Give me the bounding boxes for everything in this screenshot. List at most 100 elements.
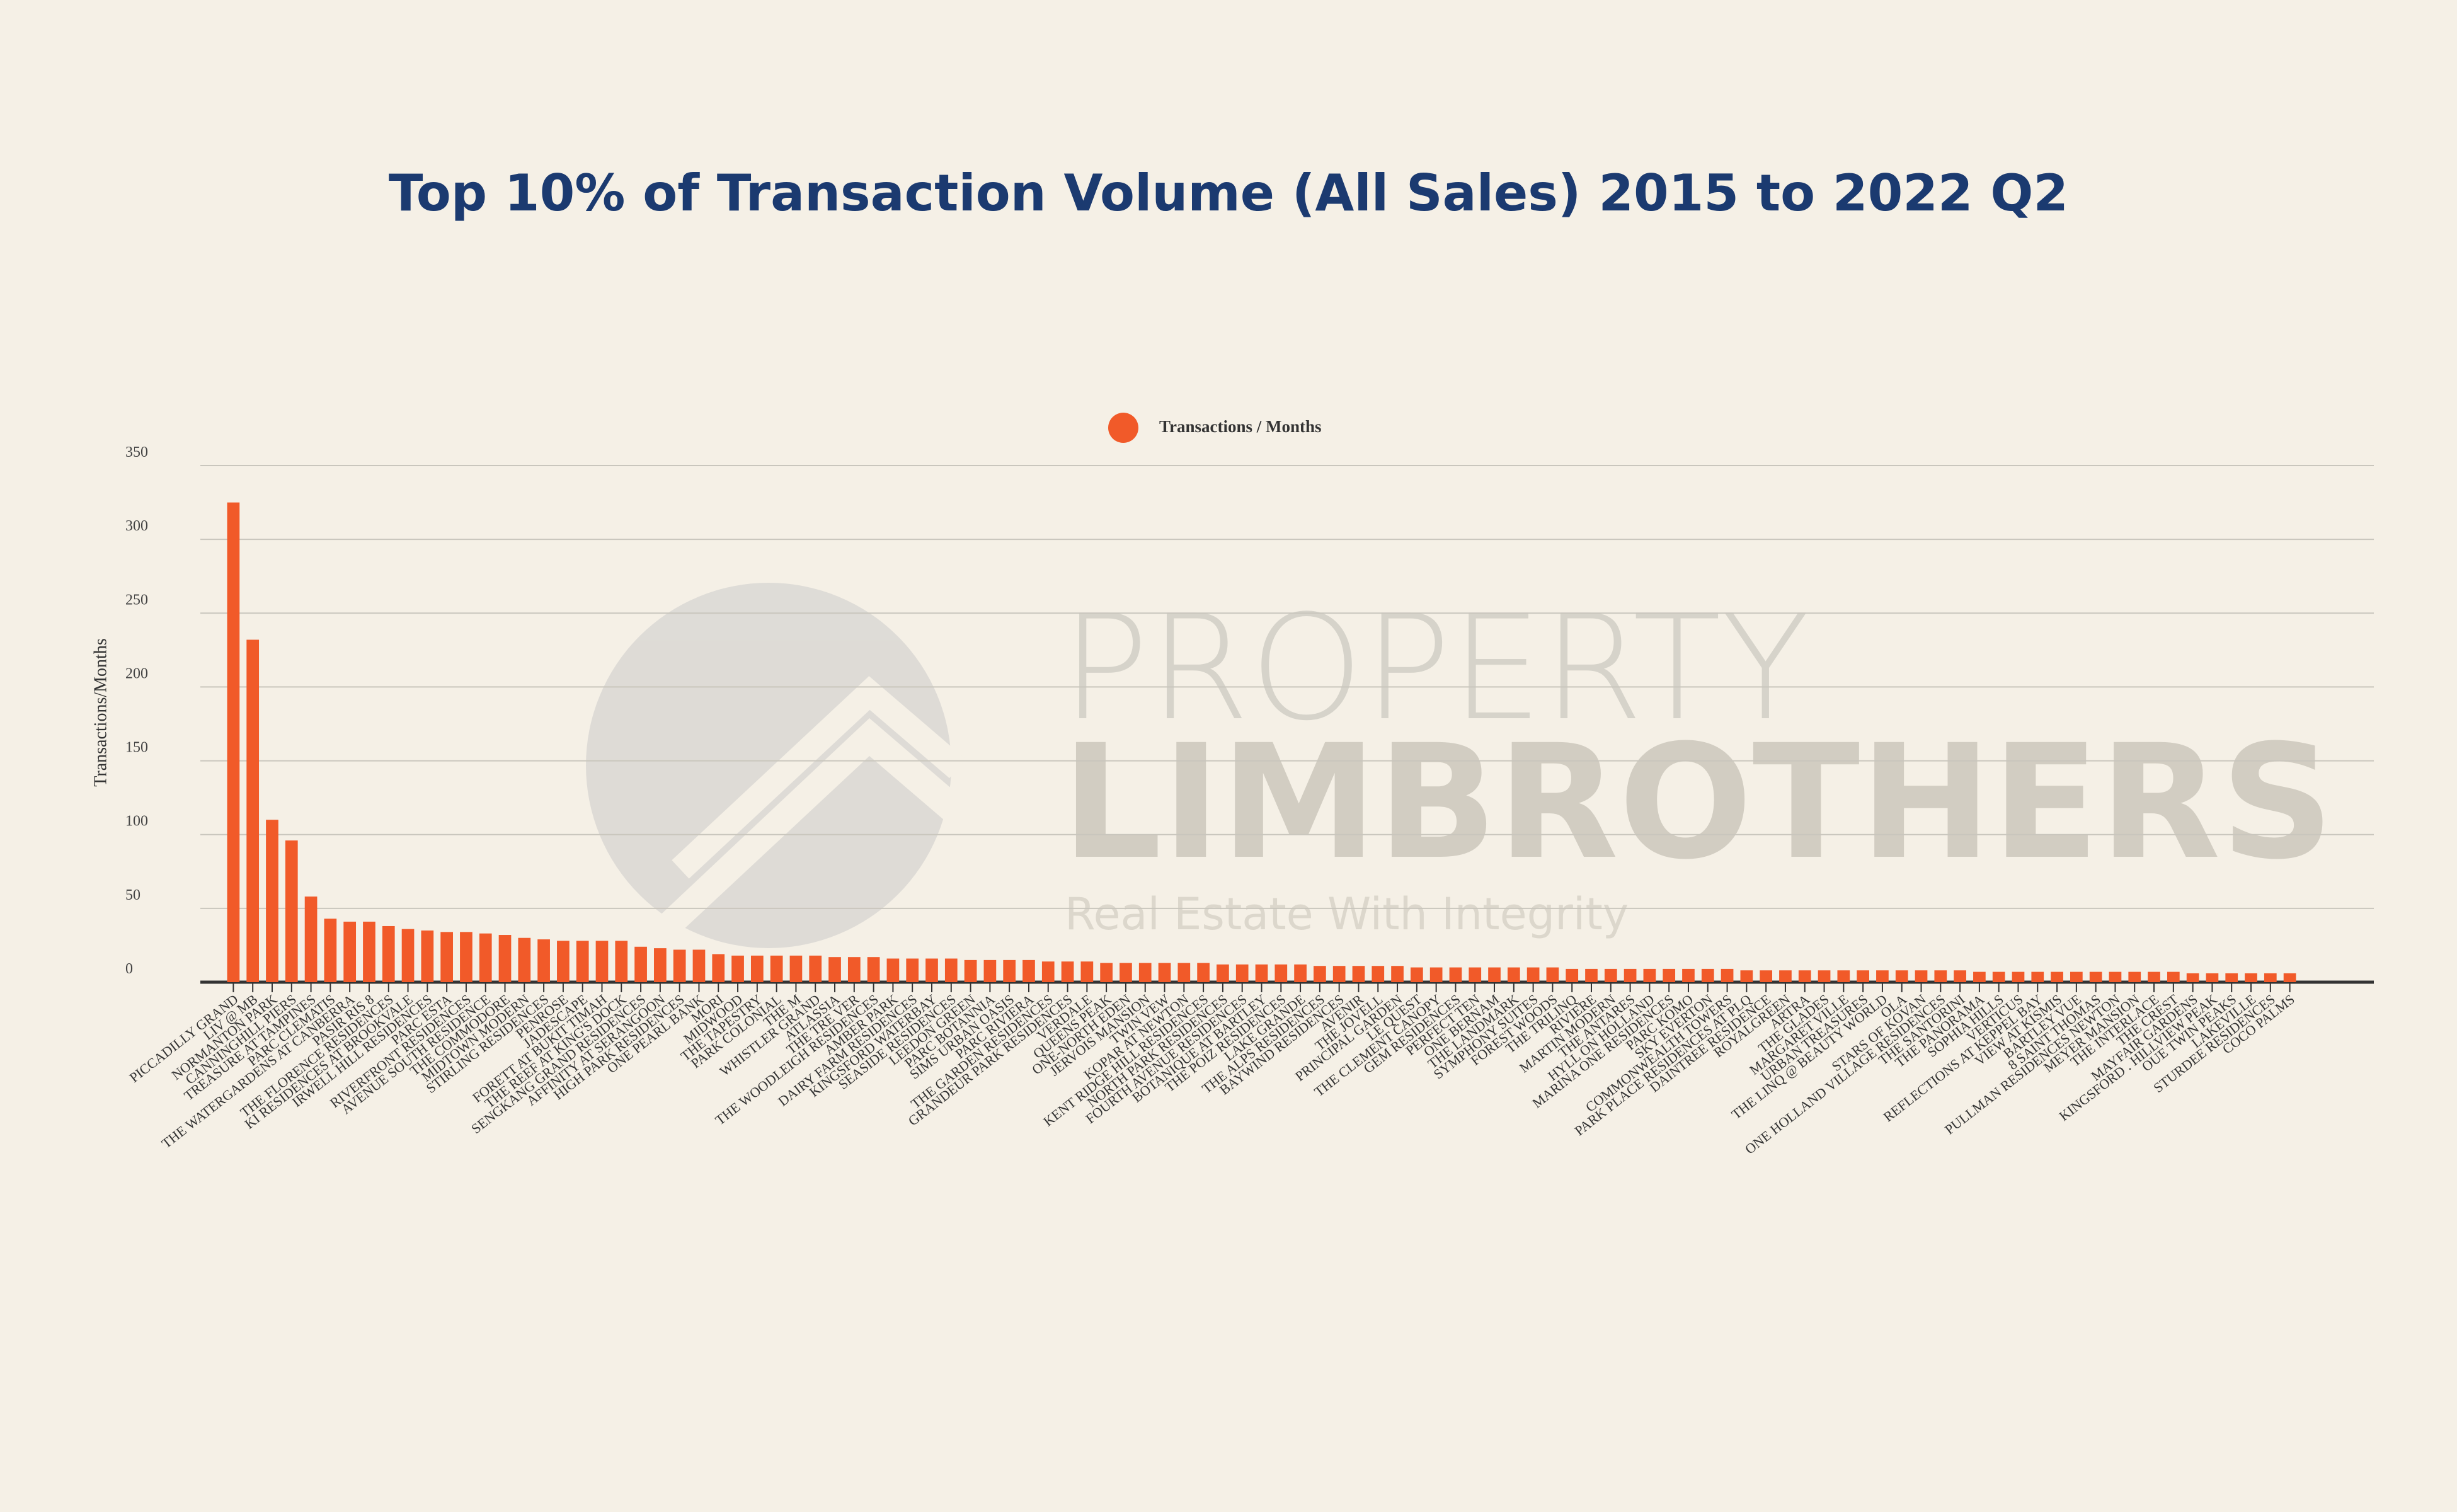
bar (1197, 963, 1210, 982)
bar (595, 941, 609, 982)
y-axis-title: Transactions/Months (91, 638, 110, 786)
bar (2070, 971, 2083, 982)
bar (1352, 966, 1365, 982)
bar (1041, 961, 1055, 982)
bar (304, 896, 318, 982)
bar (2031, 971, 2044, 982)
bar (1314, 966, 1326, 982)
bar (634, 946, 647, 982)
bar (1332, 966, 1346, 982)
bar (1120, 963, 1132, 982)
y-tick-label: 350 (125, 444, 148, 461)
bar (906, 958, 919, 982)
bar (1779, 970, 1792, 982)
bar (673, 949, 686, 982)
bar (343, 921, 357, 982)
bar (1973, 971, 1986, 982)
bar (1469, 967, 1482, 982)
watermark-tagline: Real Estate With Integrity (1065, 888, 1629, 940)
bar (692, 949, 706, 982)
bar (1526, 967, 1540, 982)
bar (1411, 967, 1423, 982)
bar (1682, 968, 1695, 982)
watermark: PROPERTY LIMBROTHERS Real Estate With In… (586, 583, 2334, 948)
bar (1934, 970, 1947, 982)
y-tick-label: 0 (125, 961, 133, 977)
bar (925, 958, 938, 982)
bar (615, 941, 628, 982)
bar (576, 941, 589, 982)
bar (382, 925, 395, 982)
bar (983, 959, 997, 982)
bar (2206, 973, 2219, 982)
bar (1837, 970, 1850, 982)
bar (324, 919, 337, 982)
bar (1003, 959, 1016, 982)
bar (2128, 971, 2141, 982)
bar (2089, 971, 2102, 982)
bar (731, 955, 744, 982)
y-tick-label: 300 (125, 518, 148, 534)
y-tick-label: 50 (125, 887, 140, 903)
bar (1643, 968, 1656, 982)
bar (1080, 961, 1094, 982)
bar (809, 955, 822, 982)
bar (712, 954, 725, 982)
bar (2148, 971, 2160, 982)
bar (1604, 968, 1617, 982)
bar (789, 955, 803, 982)
bar (886, 958, 900, 982)
bar (1760, 970, 1773, 982)
bar (518, 937, 531, 982)
legend-marker (1108, 413, 1138, 443)
bar (1624, 968, 1637, 982)
bar (1857, 970, 1869, 982)
bar (2264, 973, 2277, 982)
bar (1585, 968, 1598, 982)
y-tick-label: 250 (125, 592, 148, 608)
y-tick-label: 200 (125, 665, 148, 682)
bar (2245, 973, 2257, 982)
bar (1294, 964, 1307, 982)
bar (1798, 970, 1811, 982)
bar (1255, 964, 1268, 982)
bar (1488, 967, 1501, 982)
bar (750, 955, 764, 982)
bar (1663, 968, 1676, 982)
bar (1372, 966, 1385, 982)
bar (964, 959, 977, 982)
bar (1876, 970, 1889, 982)
bar (266, 820, 278, 982)
bar (2283, 973, 2296, 982)
bar (1992, 971, 2005, 982)
watermark-logo-cut (672, 676, 966, 879)
bar (1429, 967, 1443, 982)
bar (1566, 968, 1579, 982)
bar (440, 932, 453, 982)
bar (1721, 968, 1734, 982)
bar (847, 957, 861, 982)
bar (1546, 967, 1559, 982)
bar (770, 955, 783, 982)
bar (2051, 971, 2063, 982)
legend-label: Transactions / Months (1159, 417, 1322, 436)
bar (2225, 973, 2238, 982)
bar (828, 957, 841, 982)
bar (1701, 968, 1714, 982)
bar (1235, 964, 1249, 982)
bar (537, 939, 550, 982)
bar (1954, 970, 1966, 982)
bar (1100, 963, 1113, 982)
bar (401, 929, 415, 982)
bar (1740, 970, 1753, 982)
bar (460, 932, 472, 982)
watermark-text: LIMBROTHERS (1062, 711, 2334, 894)
bar (1158, 963, 1171, 982)
bar (2167, 971, 2180, 982)
bar (363, 921, 375, 982)
bar (944, 958, 958, 982)
bar (227, 502, 240, 982)
bar (557, 941, 570, 982)
bar (1818, 970, 1831, 982)
